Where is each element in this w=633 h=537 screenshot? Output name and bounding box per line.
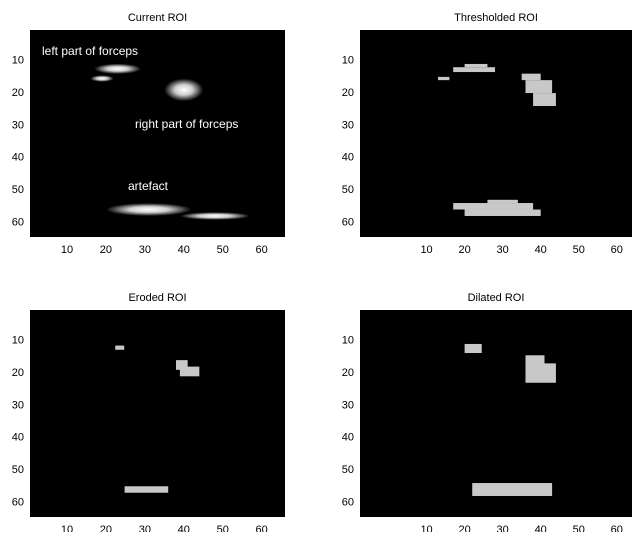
y-tick-label: 20 bbox=[12, 87, 24, 99]
bright-blob bbox=[105, 203, 192, 216]
x-tick-label: 10 bbox=[420, 524, 432, 532]
x-tick-label: 40 bbox=[535, 524, 547, 532]
y-tick-label: 40 bbox=[12, 152, 24, 164]
y-tick-label: 60 bbox=[12, 216, 24, 228]
region bbox=[464, 343, 482, 354]
y-tick-label: 20 bbox=[12, 367, 24, 379]
y-tick-label: 20 bbox=[342, 367, 354, 379]
x-tick-label: 10 bbox=[420, 244, 432, 256]
y-tick-label: 10 bbox=[342, 335, 354, 347]
region bbox=[464, 63, 488, 68]
x-tick-label: 50 bbox=[217, 244, 229, 256]
region bbox=[124, 486, 169, 493]
x-tick-label: 30 bbox=[139, 524, 151, 532]
image-background bbox=[360, 310, 632, 517]
x-tick-label: 10 bbox=[61, 524, 73, 532]
y-tick-label: 10 bbox=[342, 55, 354, 67]
region bbox=[525, 363, 556, 383]
y-tick-label: 10 bbox=[12, 55, 24, 67]
region bbox=[487, 199, 518, 204]
x-tick-label: 40 bbox=[178, 524, 190, 532]
y-tick-label: 60 bbox=[342, 216, 354, 228]
x-tick-label: 40 bbox=[178, 244, 190, 256]
region bbox=[453, 67, 496, 73]
region bbox=[525, 355, 545, 367]
panel-title: Current ROI bbox=[128, 12, 187, 24]
annotation: left part of forceps bbox=[42, 44, 138, 58]
y-tick-label: 50 bbox=[342, 464, 354, 476]
x-tick-label: 30 bbox=[139, 244, 151, 256]
x-tick-label: 30 bbox=[497, 244, 509, 256]
x-tick-label: 50 bbox=[573, 524, 585, 532]
image-background bbox=[30, 310, 285, 517]
region bbox=[472, 483, 553, 496]
panel-title: Eroded ROI bbox=[128, 292, 186, 304]
y-tick-label: 20 bbox=[342, 87, 354, 99]
x-tick-label: 50 bbox=[573, 244, 585, 256]
y-tick-label: 60 bbox=[12, 496, 24, 508]
x-tick-label: 20 bbox=[100, 244, 112, 256]
y-tick-label: 10 bbox=[12, 335, 24, 347]
panel-title: Thresholded ROI bbox=[454, 12, 538, 24]
y-tick-label: 60 bbox=[342, 496, 354, 508]
y-tick-label: 30 bbox=[12, 119, 24, 131]
bright-blob bbox=[90, 75, 114, 82]
x-tick-label: 50 bbox=[217, 524, 229, 532]
region bbox=[521, 73, 541, 81]
image-background bbox=[30, 30, 285, 237]
y-tick-label: 30 bbox=[12, 399, 24, 411]
x-tick-label: 20 bbox=[458, 244, 470, 256]
y-tick-label: 50 bbox=[12, 184, 24, 196]
x-tick-label: 30 bbox=[497, 524, 509, 532]
region bbox=[464, 209, 541, 216]
region bbox=[437, 76, 450, 81]
region bbox=[179, 366, 200, 377]
panel-title: Dilated ROI bbox=[468, 292, 525, 304]
x-tick-label: 60 bbox=[256, 244, 268, 256]
bright-blob bbox=[164, 78, 204, 102]
annotation: right part of forceps bbox=[135, 117, 238, 131]
region bbox=[115, 345, 125, 350]
x-tick-label: 20 bbox=[458, 524, 470, 532]
region bbox=[453, 203, 534, 210]
y-tick-label: 50 bbox=[12, 464, 24, 476]
y-tick-label: 40 bbox=[12, 432, 24, 444]
y-tick-label: 30 bbox=[342, 119, 354, 131]
y-tick-label: 40 bbox=[342, 432, 354, 444]
annotation: artefact bbox=[128, 179, 169, 193]
x-tick-label: 60 bbox=[611, 244, 623, 256]
bright-blob bbox=[94, 63, 141, 74]
bright-blob bbox=[179, 212, 250, 220]
x-tick-label: 20 bbox=[100, 524, 112, 532]
y-tick-label: 50 bbox=[342, 184, 354, 196]
region bbox=[525, 80, 553, 94]
x-tick-label: 60 bbox=[611, 524, 623, 532]
region bbox=[175, 360, 188, 370]
region bbox=[533, 93, 556, 107]
y-tick-label: 30 bbox=[342, 399, 354, 411]
x-tick-label: 10 bbox=[61, 244, 73, 256]
x-tick-label: 40 bbox=[535, 244, 547, 256]
y-tick-label: 40 bbox=[342, 152, 354, 164]
x-tick-label: 60 bbox=[256, 524, 268, 532]
